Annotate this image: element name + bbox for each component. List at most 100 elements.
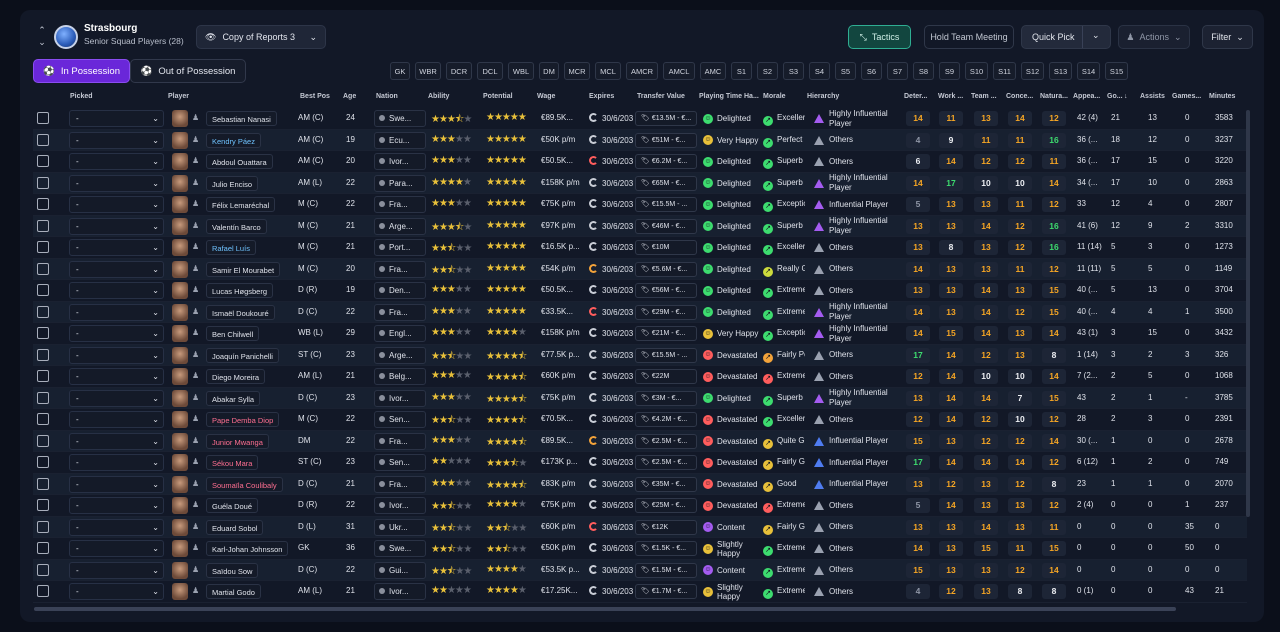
row-checkbox[interactable] <box>37 198 49 210</box>
player-name[interactable]: Abakar Sylla <box>206 390 261 406</box>
position-button-mcr[interactable]: MCR <box>564 62 590 80</box>
col-potential[interactable]: Potential <box>483 93 513 100</box>
nation[interactable]: Ivor... <box>374 497 426 514</box>
table-row[interactable]: - ⌄ ♟ Abakar Sylla D (C) 23 Ivor... ★★★★★… <box>33 387 1247 409</box>
picked-select[interactable]: - ⌄ <box>69 432 164 450</box>
table-row[interactable]: - ⌄ ♟ Félix Lemaréchal M (C) 22 Fra... ★★… <box>33 194 1247 216</box>
picked-select[interactable]: - ⌄ <box>69 346 164 364</box>
col-playing-time[interactable]: Playing Time Ha... <box>699 93 759 100</box>
position-button-s12[interactable]: S12 <box>1021 62 1044 80</box>
player-name[interactable]: Félix Lemaréchal <box>206 197 276 212</box>
col-player[interactable]: Player <box>168 93 190 100</box>
row-checkbox[interactable] <box>37 327 49 339</box>
nation[interactable]: Sen... <box>374 411 426 428</box>
picked-select[interactable]: - ⌄ <box>69 497 164 514</box>
row-checkbox[interactable] <box>37 284 49 296</box>
table-row[interactable]: - ⌄ ♟ Junior Mwanga DM 22 Fra... ★★★★★ ★★… <box>33 430 1247 452</box>
actions-button[interactable]: ♟ Actions ⌄ <box>1118 25 1190 49</box>
table-row[interactable]: - ⌄ ♟ Rafael Luís M (C) 21 Port... ★★⯪★★ … <box>33 237 1247 259</box>
row-checkbox[interactable] <box>37 413 49 425</box>
player-name[interactable]: Sékou Mara <box>206 455 259 470</box>
row-checkbox[interactable] <box>37 391 49 404</box>
table-row[interactable]: - ⌄ ♟ Lucas Høgsberg D (R) 19 Den... ★★★★… <box>33 280 1247 302</box>
transfer-value[interactable]: 🏷 €6.2M - €... <box>635 154 697 169</box>
player-name[interactable]: Pape Demba Diop <box>206 412 280 427</box>
position-button-s8[interactable]: S8 <box>913 62 934 80</box>
nation[interactable]: Engl... <box>374 325 426 342</box>
col-appearances[interactable]: Appea... <box>1073 93 1101 100</box>
nation[interactable]: Ukr... <box>374 518 426 536</box>
position-button-amcl[interactable]: AMCL <box>663 62 695 80</box>
col-assists[interactable]: Assists <box>1140 93 1165 100</box>
table-row[interactable]: - ⌄ ♟ Sékou Mara ST (C) 23 Sen... ★★★★★ ★… <box>33 452 1247 474</box>
transfer-value[interactable]: 🏷 €21M - €... <box>635 326 697 341</box>
nation[interactable]: Swe... <box>374 540 426 557</box>
nation[interactable]: Port... <box>374 239 426 256</box>
player-name[interactable]: Abdoul Ouattara <box>206 154 273 169</box>
picked-select[interactable]: - ⌄ <box>69 131 164 149</box>
col-teamwork[interactable]: Team ... <box>971 93 997 100</box>
row-checkbox[interactable] <box>37 176 49 189</box>
picked-select[interactable]: - ⌄ <box>69 325 164 342</box>
tactics-button[interactable]: ⤡ Tactics <box>848 25 911 49</box>
picked-select[interactable]: - ⌄ <box>69 561 164 579</box>
col-ability[interactable]: Ability <box>428 93 450 100</box>
picked-select[interactable]: - ⌄ <box>69 217 164 235</box>
transfer-value[interactable]: 🏷 €51M - €... <box>635 132 697 148</box>
row-checkbox[interactable] <box>37 112 49 124</box>
picked-select[interactable]: - ⌄ <box>69 540 164 557</box>
player-name[interactable]: Guéla Doué <box>206 498 259 513</box>
player-name[interactable]: Ben Chilwell <box>206 326 260 341</box>
transfer-value[interactable]: 🏷 €10M <box>635 240 697 255</box>
table-row[interactable]: - ⌄ ♟ Sebastian Nanasi AM (C) 24 Swe... ★… <box>33 108 1247 130</box>
row-checkbox[interactable] <box>37 219 49 232</box>
position-button-s3[interactable]: S3 <box>783 62 804 80</box>
position-button-dm[interactable]: DM <box>539 62 559 80</box>
position-button-s5[interactable]: S5 <box>835 62 856 80</box>
table-row[interactable]: - ⌄ ♟ Abdoul Ouattara AM (C) 20 Ivor... ★… <box>33 151 1247 173</box>
nation[interactable]: Arge... <box>374 346 426 364</box>
col-work-rate[interactable]: Work ... <box>938 93 964 100</box>
position-button-s9[interactable]: S9 <box>939 62 960 80</box>
row-checkbox[interactable] <box>37 477 49 490</box>
col-concentration[interactable]: Conce... <box>1006 93 1034 100</box>
row-checkbox[interactable] <box>37 262 49 275</box>
transfer-value[interactable]: 🏷 €2.5M - €... <box>635 433 697 449</box>
row-checkbox[interactable] <box>37 563 49 576</box>
picked-select[interactable]: - ⌄ <box>69 110 164 127</box>
transfer-value[interactable]: 🏷 €1.5M - €... <box>635 562 697 578</box>
position-button-amcr[interactable]: AMCR <box>626 62 658 80</box>
picked-select[interactable]: - ⌄ <box>69 303 164 321</box>
nation[interactable]: Sen... <box>374 454 426 471</box>
position-button-wbl[interactable]: WBL <box>508 62 534 80</box>
nation[interactable]: Fra... <box>374 432 426 450</box>
picked-select[interactable]: - ⌄ <box>69 583 164 600</box>
nation[interactable]: Ivor... <box>374 153 426 170</box>
horizontal-scrollbar[interactable] <box>34 607 1176 611</box>
col-picked[interactable]: Picked <box>70 93 93 100</box>
col-hierarchy[interactable]: Hierarchy <box>807 93 840 100</box>
row-checkbox[interactable] <box>37 542 49 554</box>
player-name[interactable]: Valentín Barco <box>206 218 267 234</box>
team-meeting-button[interactable]: Hold Team Meeting <box>924 25 1014 49</box>
position-button-gk[interactable]: GK <box>390 62 410 80</box>
picked-select[interactable]: - ⌄ <box>69 368 164 385</box>
position-button-dcr[interactable]: DCR <box>446 62 472 80</box>
nation[interactable]: Arge... <box>374 217 426 235</box>
table-row[interactable]: - ⌄ ♟ Soumaïla Coulibaly D (C) 21 Fra... … <box>33 473 1247 495</box>
nation[interactable]: Ivor... <box>374 583 426 600</box>
vertical-scrollbar[interactable] <box>1246 110 1250 517</box>
transfer-value[interactable]: 🏷 €2.5M - €... <box>635 455 697 470</box>
player-name[interactable]: Kendry Páez <box>206 132 261 148</box>
table-row[interactable]: - ⌄ ♟ Karl-Johan Johnsson GK 36 Swe... ★★… <box>33 538 1247 560</box>
col-goals[interactable]: Go... <box>1107 93 1123 100</box>
picked-select[interactable]: - ⌄ <box>69 153 164 170</box>
table-row[interactable]: - ⌄ ♟ Julio Enciso AM (L) 22 Para... ★★★★… <box>33 172 1247 194</box>
nation[interactable]: Fra... <box>374 475 426 493</box>
quick-pick-button[interactable]: Quick Pick ⌄ <box>1021 25 1111 49</box>
player-name[interactable]: Julio Enciso <box>206 175 259 191</box>
transfer-value[interactable]: 🏷 €4.2M - €... <box>635 412 697 427</box>
transfer-value[interactable]: 🏷 €1.7M - €... <box>635 584 697 599</box>
club-crest-icon[interactable] <box>54 25 78 49</box>
out-of-possession-tab[interactable]: ⚽ Out of Possession <box>130 59 246 83</box>
